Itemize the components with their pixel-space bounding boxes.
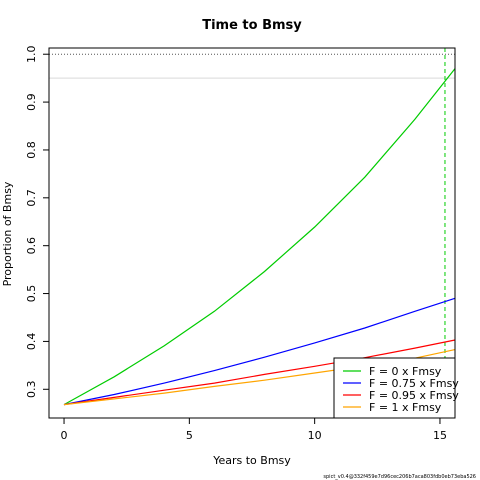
y-tick-label: 0.4 (25, 333, 38, 351)
x-tick-label: 15 (433, 429, 447, 442)
legend-label-1: F = 0.75 x Fmsy (369, 377, 459, 390)
y-tick-label: 0.3 (25, 381, 38, 399)
footer-version-text: spict_v0.4@332f459e7d96cec206b7aca803fdb… (323, 474, 476, 480)
series-line-1 (63, 297, 456, 406)
y-tick-label: 0.5 (25, 285, 38, 303)
x-axis: 0 5 10 15 (61, 418, 447, 442)
x-tick-label: 0 (61, 429, 68, 442)
y-tick-label: 0.9 (25, 93, 38, 111)
series-line-2 (63, 339, 456, 406)
y-axis: 0.3 0.4 0.5 0.6 0.7 0.8 0.9 1.0 (25, 45, 49, 398)
plot-frame (48, 47, 456, 419)
x-tick-label: 5 (186, 429, 193, 442)
legend-label-3: F = 1 x Fmsy (369, 401, 442, 414)
y-tick-label: 1.0 (25, 45, 38, 63)
y-tick-label: 0.8 (25, 141, 38, 159)
x-tick-label: 10 (308, 429, 322, 442)
chart-title: Time to Bmsy (202, 18, 302, 33)
legend-label-2: F = 0.95 x Fmsy (369, 389, 459, 402)
series-line-0 (63, 68, 456, 406)
y-tick-label: 0.7 (25, 189, 38, 207)
x-axis-label: Years to Bmsy (212, 454, 291, 467)
y-tick-label: 0.6 (25, 237, 38, 255)
y-axis-label: Proportion of Bmsy (1, 181, 14, 286)
legend-label-0: F = 0 x Fmsy (369, 365, 442, 378)
